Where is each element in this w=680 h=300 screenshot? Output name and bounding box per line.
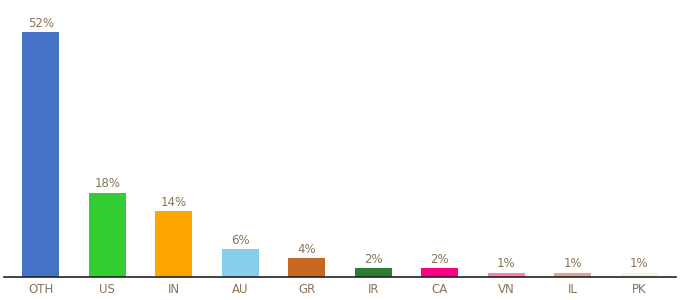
Text: 52%: 52% xyxy=(28,17,54,30)
Text: 14%: 14% xyxy=(160,196,187,209)
Bar xyxy=(222,249,258,277)
Bar xyxy=(89,193,126,277)
Bar xyxy=(355,268,392,277)
Bar xyxy=(621,273,658,277)
Bar xyxy=(288,258,325,277)
Bar xyxy=(156,212,192,277)
Text: 18%: 18% xyxy=(95,177,120,190)
Bar xyxy=(22,32,59,277)
Text: 2%: 2% xyxy=(430,253,449,266)
Text: 4%: 4% xyxy=(297,243,316,256)
Bar xyxy=(488,273,524,277)
Bar xyxy=(422,268,458,277)
Text: 2%: 2% xyxy=(364,253,383,266)
Text: 1%: 1% xyxy=(630,257,649,270)
Bar xyxy=(554,273,591,277)
Text: 1%: 1% xyxy=(497,257,515,270)
Text: 6%: 6% xyxy=(231,234,250,247)
Text: 1%: 1% xyxy=(564,257,582,270)
